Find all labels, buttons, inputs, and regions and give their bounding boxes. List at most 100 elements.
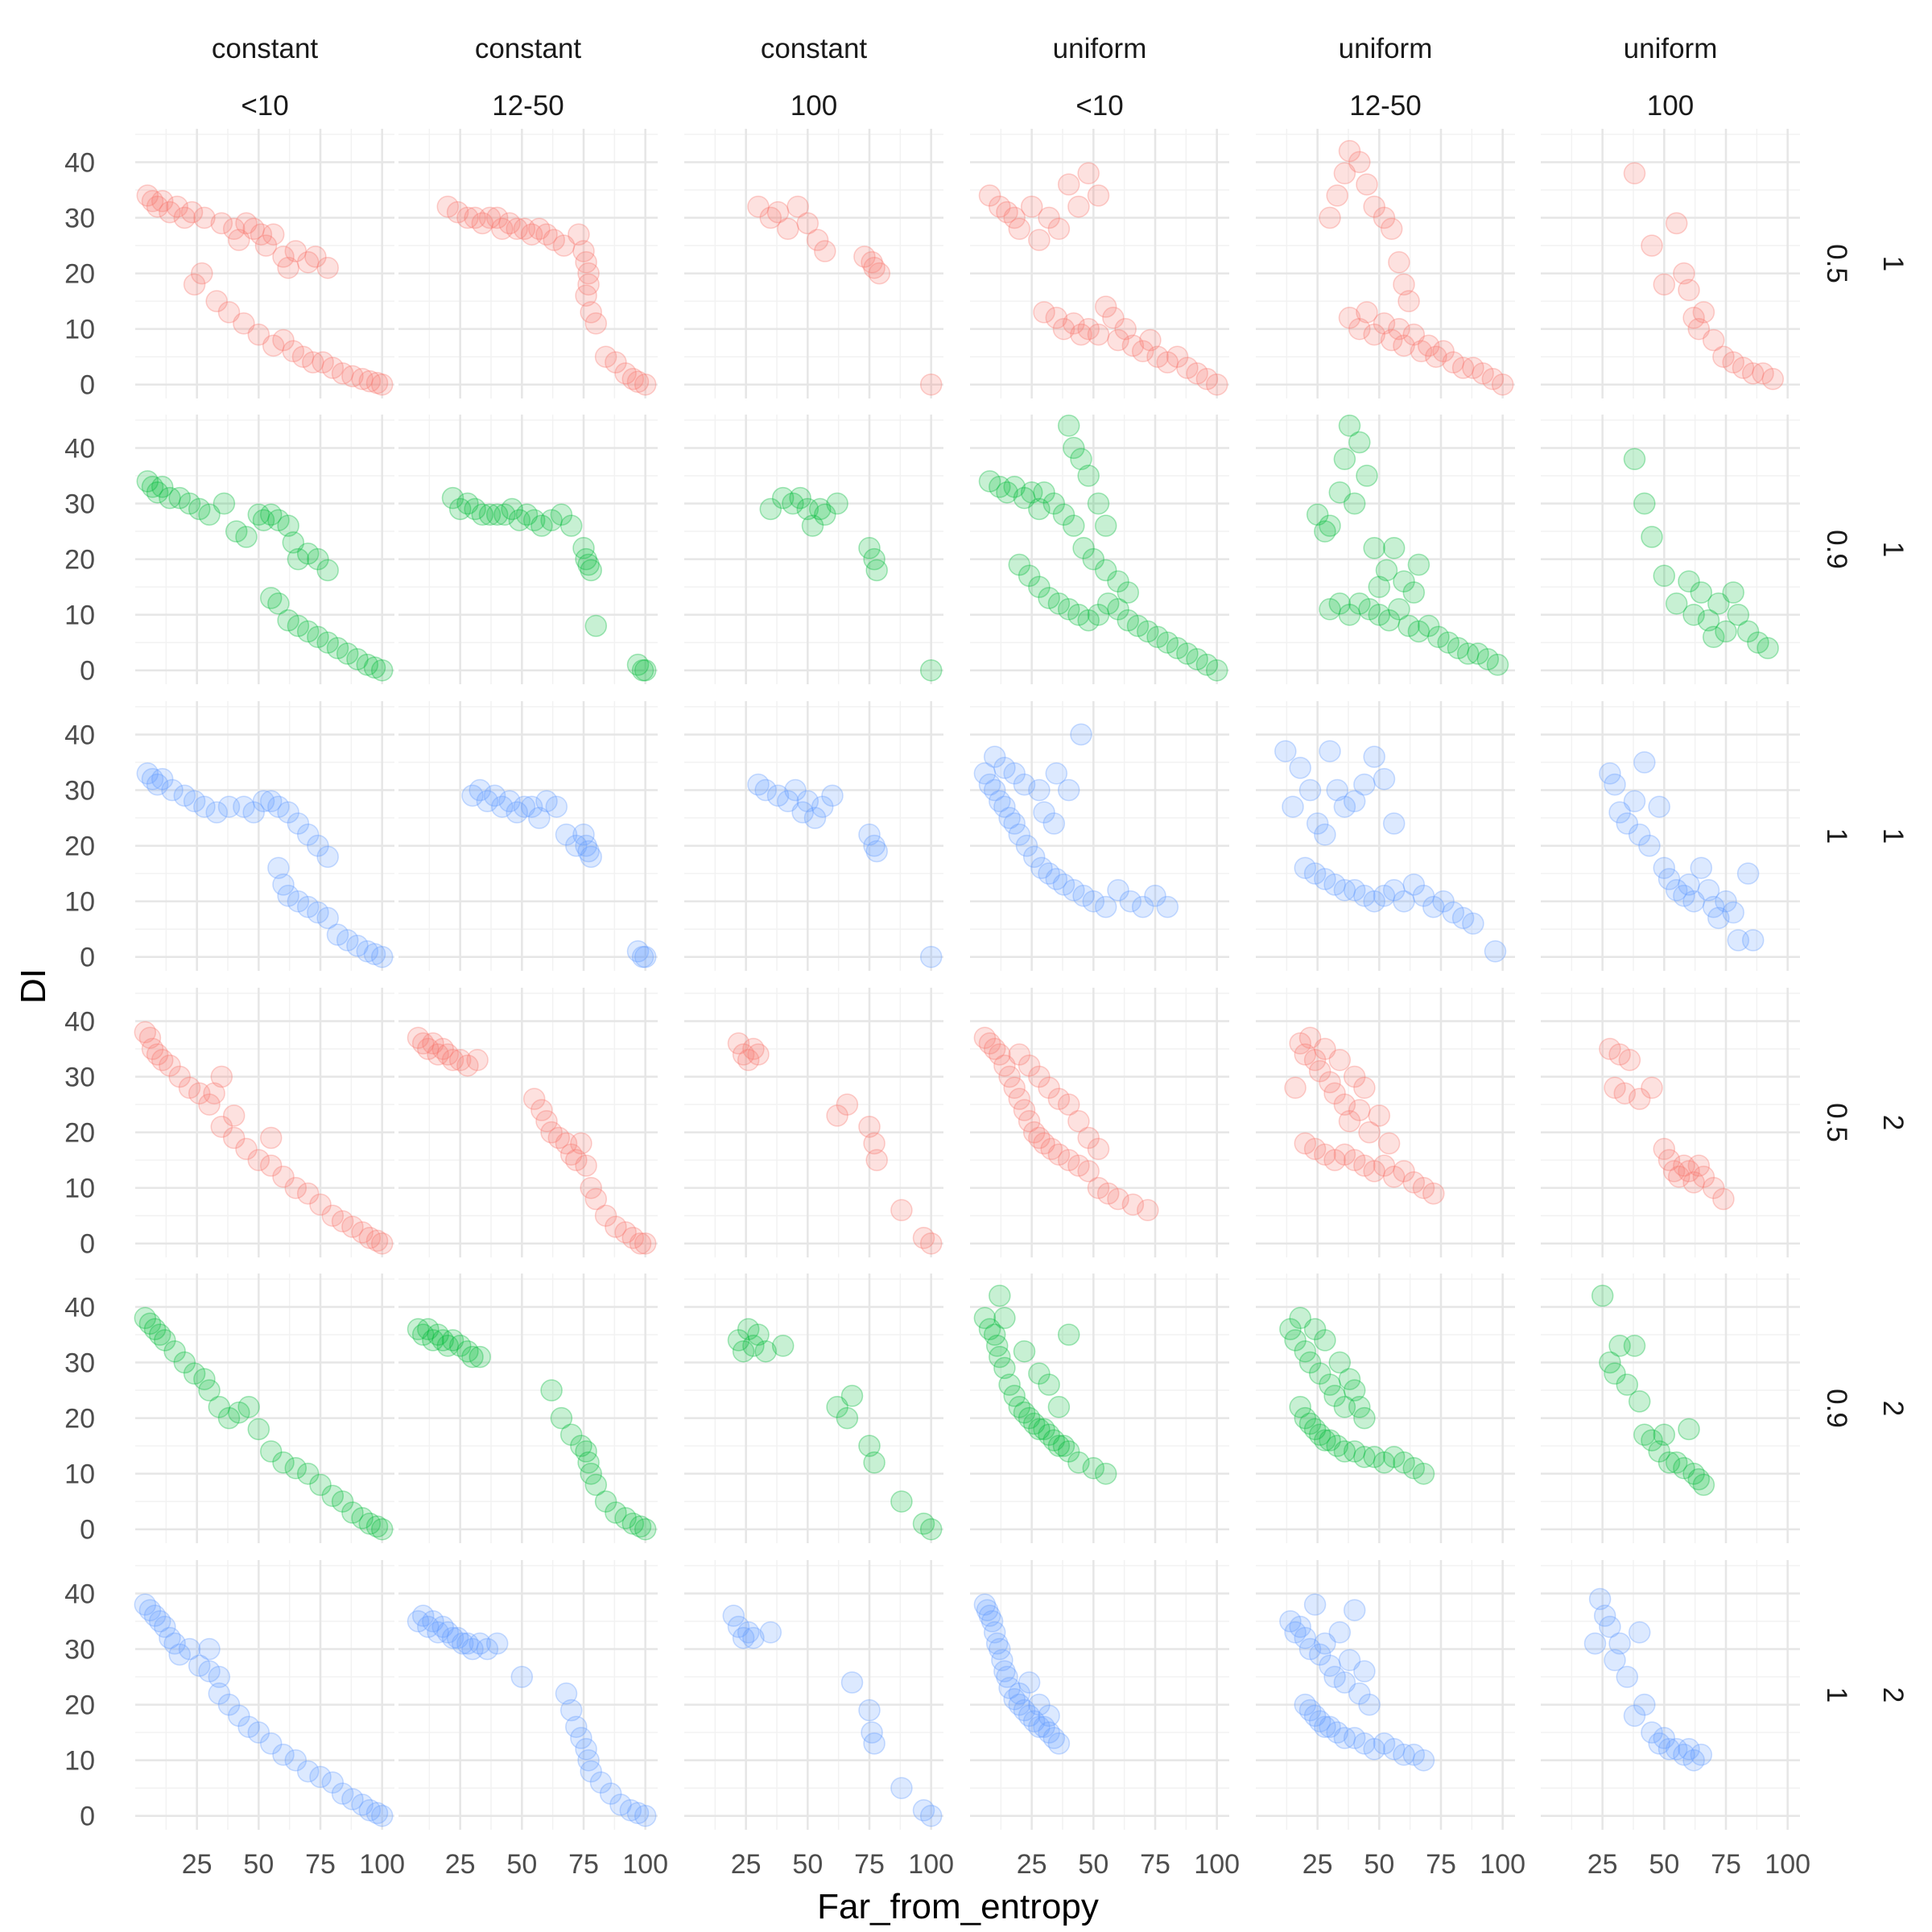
data-point xyxy=(577,1748,600,1772)
data-point xyxy=(1008,824,1031,846)
data-point xyxy=(1692,1166,1715,1188)
data-point xyxy=(1008,1693,1031,1716)
data-point xyxy=(498,212,521,235)
data-point xyxy=(1137,620,1159,643)
data-point xyxy=(469,1632,491,1655)
data-point xyxy=(316,906,339,930)
data-point xyxy=(222,217,246,241)
data-point xyxy=(1682,307,1705,329)
data-point xyxy=(1425,345,1447,368)
data-point xyxy=(1298,1637,1322,1661)
data-point xyxy=(1042,1727,1066,1749)
data-point xyxy=(208,1666,231,1688)
data-point xyxy=(1641,1076,1663,1100)
data-point xyxy=(565,1149,588,1171)
data-point xyxy=(1303,1137,1327,1161)
data-point xyxy=(365,1515,389,1538)
data-point xyxy=(1314,1632,1336,1655)
data-point xyxy=(1186,362,1208,385)
data-point xyxy=(973,1307,997,1330)
x-tick-label: 25 xyxy=(1587,1849,1618,1880)
data-point xyxy=(205,801,228,824)
data-point xyxy=(506,801,528,824)
data-point xyxy=(1087,323,1110,346)
data-point xyxy=(1348,1099,1371,1121)
data-point xyxy=(535,790,558,813)
data-point xyxy=(1087,184,1110,207)
data-point xyxy=(208,1682,231,1705)
data-point xyxy=(1333,1440,1356,1463)
data-point xyxy=(1432,890,1455,913)
data-point xyxy=(210,212,233,235)
y-tick-label: 0 xyxy=(80,370,95,401)
data-point xyxy=(1028,497,1051,521)
data-point xyxy=(1077,609,1100,632)
data-point xyxy=(1018,1704,1041,1728)
data-point xyxy=(1343,1599,1366,1621)
data-point xyxy=(808,497,832,521)
row-strip-label-right: 2 xyxy=(1877,1687,1909,1703)
row-strip-label-right: 1 xyxy=(1877,828,1909,844)
data-point xyxy=(1030,857,1053,879)
data-point xyxy=(555,824,578,846)
data-point xyxy=(178,492,201,515)
data-point xyxy=(210,1115,233,1138)
data-point xyxy=(1356,173,1378,196)
data-point xyxy=(493,503,516,526)
data-point xyxy=(580,301,602,324)
data-point xyxy=(1657,1738,1681,1761)
row-strip-label-right: 2 xyxy=(1877,1401,1909,1416)
data-point xyxy=(626,654,650,676)
data-point xyxy=(501,497,523,521)
data-point xyxy=(1117,581,1140,604)
data-point xyxy=(1382,1446,1406,1468)
data-point xyxy=(1682,1462,1705,1485)
data-point xyxy=(1333,1396,1356,1418)
data-point xyxy=(803,807,827,829)
row-strip-label-left: 0.5 xyxy=(1821,244,1852,283)
data-point xyxy=(577,1451,600,1474)
data-point xyxy=(996,200,1018,224)
data-point xyxy=(1294,1406,1317,1430)
data-point xyxy=(580,559,602,582)
data-point xyxy=(1348,1682,1371,1705)
data-point xyxy=(1432,340,1455,363)
data-point xyxy=(370,945,394,968)
data-point xyxy=(978,184,1001,207)
data-point xyxy=(1003,812,1026,835)
data-point xyxy=(1013,1699,1036,1722)
data-point xyxy=(422,1610,444,1633)
data-point xyxy=(180,200,204,224)
data-point xyxy=(173,206,196,229)
data-point xyxy=(858,1435,881,1457)
data-point xyxy=(1583,1632,1607,1655)
data-point xyxy=(1727,603,1750,626)
data-point xyxy=(1678,1160,1700,1183)
data-point xyxy=(1094,295,1117,318)
data-point xyxy=(1393,570,1415,592)
data-point xyxy=(1028,1065,1051,1088)
data-point xyxy=(1319,1373,1341,1396)
data-point xyxy=(148,1610,171,1633)
data-point xyxy=(840,1385,864,1407)
data-point xyxy=(1274,740,1297,762)
data-point xyxy=(1094,1462,1117,1485)
data-point xyxy=(1294,1043,1317,1066)
data-point xyxy=(259,1440,283,1463)
data-point xyxy=(431,1616,454,1638)
data-point xyxy=(998,1373,1021,1396)
data-point xyxy=(146,195,169,218)
data-point xyxy=(1412,1748,1435,1772)
data-point xyxy=(427,1621,449,1644)
data-point xyxy=(1094,559,1117,582)
y-tick-label: 40 xyxy=(64,720,95,750)
data-point xyxy=(1094,895,1117,919)
data-point xyxy=(1599,1351,1621,1374)
data-point xyxy=(584,312,608,335)
data-point xyxy=(491,217,514,241)
data-point xyxy=(989,790,1011,813)
data-point xyxy=(341,1216,364,1238)
data-point xyxy=(577,262,600,285)
data-point xyxy=(1072,537,1095,559)
data-point xyxy=(631,658,654,682)
